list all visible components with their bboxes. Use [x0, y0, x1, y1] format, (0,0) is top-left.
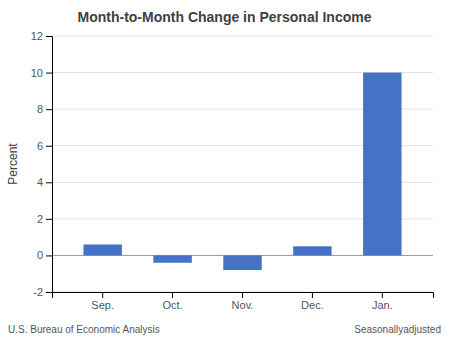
- y-tick: 8: [37, 103, 52, 115]
- title: Month-to-Month Change in Personal Income: [78, 9, 372, 25]
- tick-mark: [46, 219, 52, 220]
- tick-mark: [242, 292, 243, 298]
- tick-label: Dec.: [301, 299, 324, 311]
- tick-label: 6: [37, 140, 43, 152]
- tick-mark: [46, 292, 52, 293]
- tick-mark: [102, 292, 103, 298]
- x-tick: Sep.: [91, 292, 114, 311]
- x-tick: Jan.: [372, 292, 393, 311]
- tick-mark: [312, 292, 313, 298]
- y-tick: 4: [37, 176, 52, 188]
- y-tick: 10: [31, 67, 52, 79]
- footnote: U.S. Bureau of Economic Analysis: [8, 324, 160, 335]
- bar: [83, 244, 121, 255]
- y-tick: 2: [37, 213, 52, 225]
- x-axis: Sep. Oct. Nov. Dec. Jan.: [53, 292, 434, 311]
- x-tick: Dec.: [301, 292, 324, 311]
- chart: -2 0 2 4 6 8 10 12 Sep. Oct. Nov. Dec. Jan. Percent Mo…: [0, 0, 449, 340]
- tick-label: Sep.: [91, 299, 114, 311]
- tick-label: 12: [31, 30, 43, 42]
- axis-domain: [53, 293, 434, 299]
- tick-mark: [46, 255, 52, 256]
- y-axis-label: Percent: [6, 143, 20, 185]
- axis-domain: [46, 37, 53, 293]
- grid-line: [52, 36, 433, 37]
- tick-label: 4: [37, 176, 43, 188]
- tick-label: 2: [37, 213, 43, 225]
- bar: [363, 73, 401, 256]
- y-tick: 6: [37, 140, 52, 152]
- tick-label: Nov.: [232, 299, 254, 311]
- tick-label: -2: [33, 286, 43, 298]
- bar: [153, 255, 191, 262]
- tick-mark: [46, 146, 52, 147]
- tick-label: Jan.: [372, 299, 393, 311]
- tick-label: 10: [31, 67, 43, 79]
- footnote: Seasonallyadjusted: [354, 324, 441, 335]
- y-tick: -2: [33, 286, 52, 298]
- bar: [223, 255, 261, 270]
- tick-label: 8: [37, 103, 43, 115]
- tick-label: Oct.: [163, 299, 183, 311]
- grid: [52, 36, 433, 292]
- tick-mark: [46, 73, 52, 74]
- tick-mark: [172, 292, 173, 298]
- y-axis: -2 0 2 4 6 8 10 12: [31, 30, 53, 298]
- bars: [83, 73, 401, 270]
- x-tick: Nov.: [232, 292, 254, 311]
- y-tick: 12: [31, 30, 52, 42]
- tick-mark: [382, 292, 383, 298]
- tick-label: 0: [37, 249, 43, 261]
- tick-mark: [46, 109, 52, 110]
- tick-mark: [46, 36, 52, 37]
- bar: [293, 246, 331, 255]
- y-tick: 0: [37, 249, 52, 261]
- tick-mark: [46, 182, 52, 183]
- plot: -2 0 2 4 6 8 10 12 Sep. Oct. Nov. Dec. Jan.: [31, 30, 434, 311]
- x-tick: Oct.: [163, 292, 183, 311]
